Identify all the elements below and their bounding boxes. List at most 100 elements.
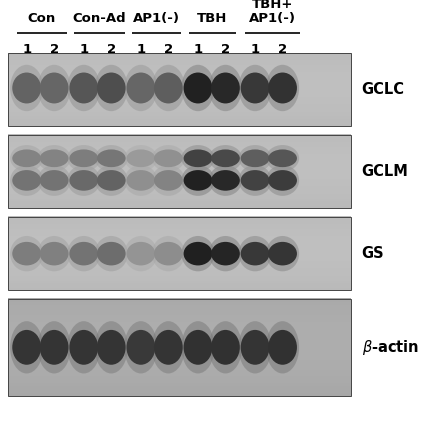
Bar	[8, 193, 351, 196]
Ellipse shape	[268, 170, 297, 191]
Ellipse shape	[10, 165, 43, 196]
Ellipse shape	[266, 165, 299, 196]
Bar	[8, 357, 351, 360]
Ellipse shape	[152, 145, 185, 172]
Bar	[8, 268, 351, 271]
Bar	[8, 111, 351, 114]
Bar	[8, 318, 351, 322]
Bar	[8, 231, 351, 234]
Bar	[8, 328, 351, 331]
Ellipse shape	[67, 165, 100, 196]
Bar	[8, 184, 351, 186]
Ellipse shape	[10, 236, 43, 271]
Bar	[8, 166, 351, 169]
Ellipse shape	[181, 145, 214, 172]
Bar	[8, 104, 351, 107]
Ellipse shape	[95, 145, 128, 172]
Ellipse shape	[40, 330, 69, 365]
Ellipse shape	[69, 242, 98, 266]
Ellipse shape	[181, 65, 214, 111]
Ellipse shape	[97, 242, 126, 266]
Ellipse shape	[124, 321, 157, 373]
Bar	[8, 382, 351, 386]
Ellipse shape	[38, 165, 71, 196]
Bar	[8, 238, 351, 241]
Ellipse shape	[124, 65, 157, 111]
Text: 1: 1	[250, 43, 260, 56]
Ellipse shape	[266, 321, 299, 373]
Ellipse shape	[126, 72, 155, 104]
Bar	[8, 62, 351, 65]
Bar	[8, 299, 351, 396]
Bar	[8, 370, 351, 373]
Bar	[8, 91, 351, 94]
Text: AP1(-): AP1(-)	[249, 12, 297, 25]
Bar	[8, 229, 351, 232]
Bar	[8, 114, 351, 117]
Ellipse shape	[209, 65, 242, 111]
Bar	[8, 305, 351, 309]
Text: 1: 1	[136, 43, 146, 56]
Ellipse shape	[266, 145, 299, 172]
Bar	[8, 253, 351, 256]
Bar	[8, 144, 351, 147]
Ellipse shape	[12, 149, 41, 167]
Ellipse shape	[239, 236, 272, 271]
Bar	[8, 386, 351, 389]
Bar	[8, 154, 351, 157]
Ellipse shape	[152, 65, 185, 111]
Bar	[8, 84, 351, 87]
Ellipse shape	[67, 321, 100, 373]
Bar	[8, 236, 351, 239]
Text: AP1(-): AP1(-)	[133, 12, 180, 25]
Bar	[8, 221, 351, 224]
Ellipse shape	[209, 145, 242, 172]
Bar	[8, 121, 351, 124]
Bar	[8, 278, 351, 281]
Bar	[8, 392, 351, 396]
Bar	[8, 376, 351, 380]
Ellipse shape	[95, 65, 128, 111]
Text: Con-Ad: Con-Ad	[73, 12, 126, 25]
Ellipse shape	[241, 170, 269, 191]
Ellipse shape	[154, 330, 183, 365]
Bar	[8, 226, 351, 229]
Ellipse shape	[154, 242, 183, 266]
Bar	[8, 263, 351, 266]
Bar	[8, 308, 351, 312]
Ellipse shape	[97, 170, 126, 191]
Ellipse shape	[40, 72, 69, 104]
Bar	[8, 118, 351, 121]
Ellipse shape	[184, 149, 212, 167]
Bar	[8, 266, 351, 269]
Ellipse shape	[38, 145, 71, 172]
Ellipse shape	[38, 236, 71, 271]
Ellipse shape	[67, 236, 100, 271]
Ellipse shape	[12, 330, 41, 365]
Bar	[8, 273, 351, 276]
Bar	[8, 298, 351, 302]
Ellipse shape	[95, 165, 128, 196]
Bar	[8, 234, 351, 237]
Ellipse shape	[152, 165, 185, 196]
Ellipse shape	[126, 330, 155, 365]
Bar	[8, 331, 351, 334]
Bar	[8, 312, 351, 315]
Ellipse shape	[154, 170, 183, 191]
Text: 2: 2	[49, 43, 59, 56]
Bar	[8, 217, 351, 290]
Bar	[8, 275, 351, 278]
Bar	[8, 72, 351, 75]
Ellipse shape	[95, 321, 128, 373]
Bar	[8, 205, 351, 208]
Ellipse shape	[239, 65, 272, 111]
Bar	[8, 171, 351, 174]
Ellipse shape	[239, 321, 272, 373]
Text: GCLC: GCLC	[362, 82, 405, 97]
Bar	[8, 224, 351, 226]
Bar	[8, 59, 351, 62]
Ellipse shape	[184, 170, 212, 191]
Text: 1: 1	[79, 43, 88, 56]
Bar	[8, 82, 351, 85]
Bar	[8, 96, 351, 99]
